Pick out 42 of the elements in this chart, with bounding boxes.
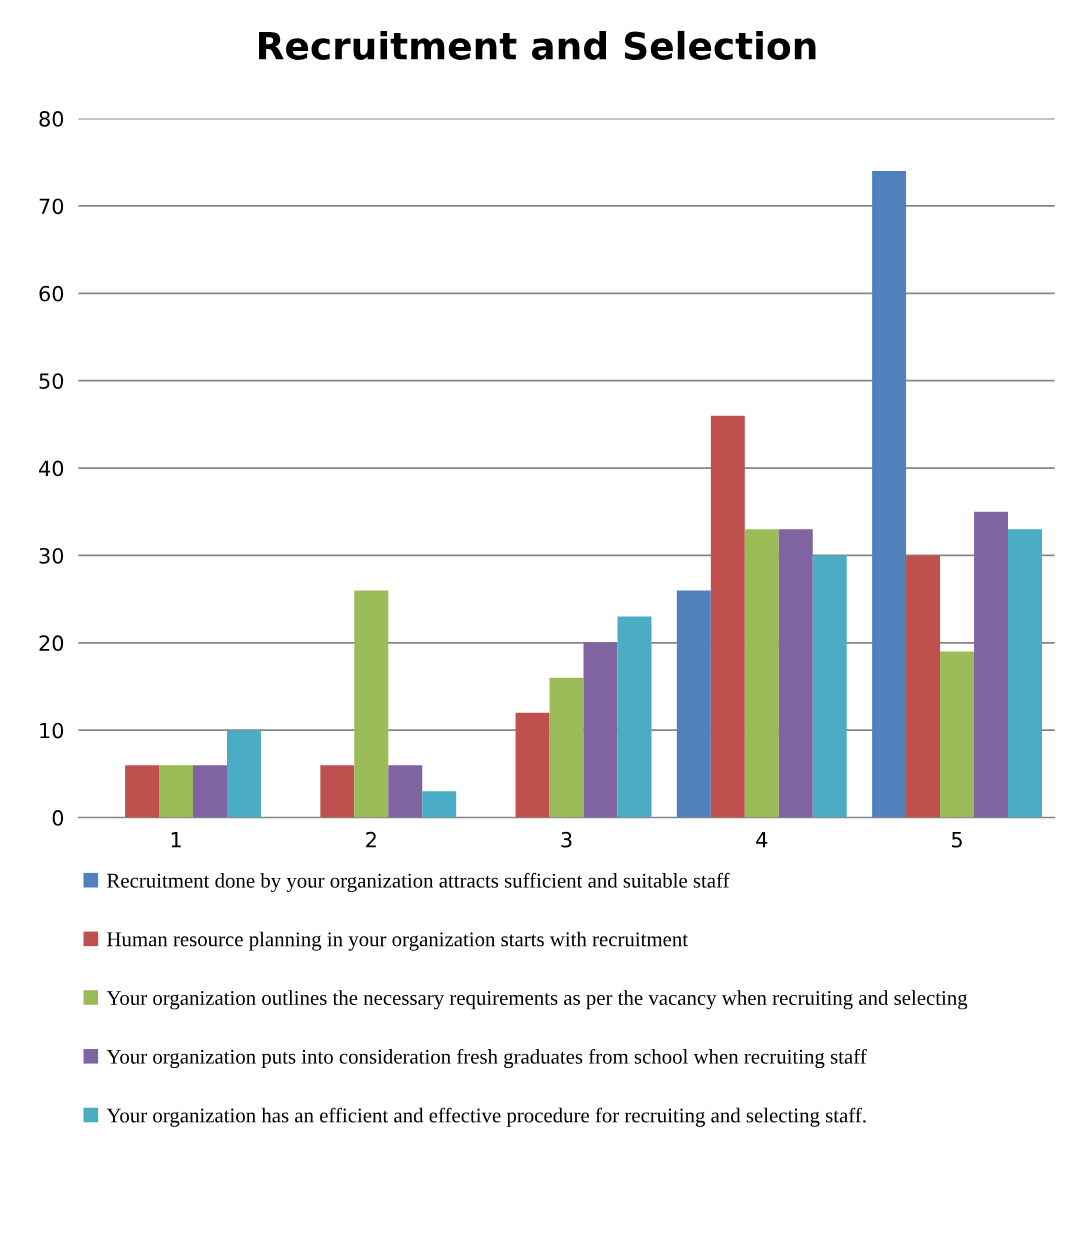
y-tick-label: 0 (52, 810, 64, 826)
legend-label: Recruitment done by your organization attracts sufficient and suitable staff (107, 872, 730, 892)
bar (159, 765, 194, 818)
x-tick-label: 3 (561, 831, 572, 848)
bar (812, 555, 847, 818)
x-tick-label: 5 (952, 832, 962, 848)
x-tick-label: 2 (366, 831, 376, 848)
bar (710, 415, 745, 818)
bar (515, 712, 550, 818)
y-tick-label: 60 (39, 285, 64, 302)
y-tick-label: 70 (39, 198, 64, 215)
chart-title: Recruitment and Selection (259, 30, 816, 60)
bar (744, 529, 779, 818)
legend-label: Human resource planning in your organization starts with recruitment (107, 931, 688, 951)
legend-label: Your organization has an efficient and effective procedure for recruiting and selecting staff. (106, 1107, 866, 1127)
bar (617, 616, 652, 818)
bar (872, 170, 907, 818)
x-tick-label: 1 (171, 832, 181, 848)
y-tick-label: 10 (40, 722, 64, 739)
bar (125, 765, 160, 818)
y-tick-label: 80 (39, 111, 64, 127)
bar (388, 765, 423, 818)
bar (422, 791, 457, 818)
legend-label: Your organization puts into consideration fresh graduates from school when recruiting staff (106, 1048, 867, 1069)
y-tick-label: 30 (39, 547, 64, 564)
bar (778, 529, 813, 818)
bar (320, 765, 355, 818)
bar (906, 555, 941, 818)
bar (354, 590, 389, 818)
bar (583, 642, 618, 818)
y-tick-label: 20 (39, 635, 64, 652)
bar (193, 765, 227, 818)
y-tick-label: 50 (39, 373, 64, 389)
bar (676, 590, 711, 818)
legend-label: Your organization outlines the necessary requirements as per the vacancy when recruiting and selecting (106, 990, 968, 1010)
bar (1008, 529, 1042, 818)
bar (226, 730, 261, 818)
bar (549, 677, 584, 818)
x-tick-label: 4 (756, 832, 768, 848)
y-tick-label: 40 (39, 460, 64, 477)
bar (974, 511, 1008, 818)
bar (940, 651, 975, 818)
